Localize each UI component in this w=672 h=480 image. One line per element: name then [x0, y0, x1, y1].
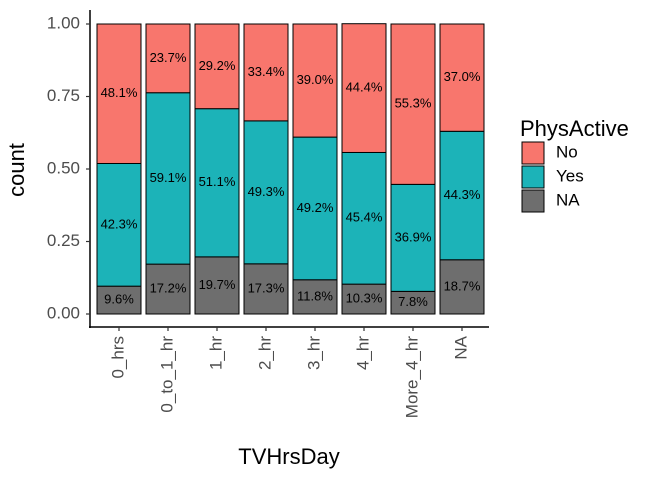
- x-tick-label: 4_hr: [353, 336, 372, 370]
- value-label: 7.8%: [398, 294, 428, 309]
- bar-segment: [194, 23, 240, 110]
- value-label: 45.4%: [346, 210, 383, 225]
- legend-title: PhysActive: [520, 116, 629, 141]
- x-tick-label: 3_hr: [304, 336, 323, 370]
- value-label: 44.3%: [444, 187, 481, 202]
- bar-segment: [243, 263, 289, 315]
- value-label: 42.3%: [101, 216, 138, 231]
- x-tick-label: 1_hr: [206, 336, 225, 370]
- bar-segment: [390, 183, 436, 292]
- bar-segment: [390, 23, 436, 185]
- legend-key: [521, 141, 545, 165]
- value-label: 10.3%: [346, 291, 383, 306]
- bar-segment: [145, 23, 191, 94]
- value-label: 17.2%: [150, 280, 187, 295]
- value-label: 23.7%: [150, 50, 187, 65]
- x-tick-label: 2_hr: [255, 336, 274, 370]
- value-label: 49.3%: [248, 184, 285, 199]
- value-label: 49.2%: [297, 200, 334, 215]
- value-label: 9.6%: [104, 292, 134, 307]
- legend-label: Yes: [556, 166, 584, 185]
- value-label: 48.1%: [101, 85, 138, 100]
- bar-segment: [292, 136, 338, 281]
- y-tick-label: 1.00: [47, 13, 80, 32]
- y-tick-label: 0.75: [47, 86, 80, 105]
- y-tick-label: 0.00: [47, 303, 80, 322]
- value-label: 29.2%: [199, 58, 236, 73]
- y-tick-label: 0.25: [47, 231, 80, 250]
- y-tick-label: 0.50: [47, 158, 80, 177]
- legend-key: [521, 165, 545, 189]
- bar-segment: [243, 120, 289, 265]
- bar-segment: [96, 23, 142, 164]
- x-tick-label: 0_to_1_hr: [157, 336, 176, 413]
- x-tick-label: NA: [451, 335, 470, 359]
- value-label: 18.7%: [444, 278, 481, 293]
- bar-segment: [439, 23, 485, 132]
- bar-segment: [96, 285, 142, 315]
- value-label: 33.4%: [248, 64, 285, 79]
- bar-segment: [194, 108, 240, 258]
- bar-segment: [243, 23, 289, 122]
- legend-label: NA: [556, 190, 580, 209]
- value-label: 44.4%: [346, 80, 383, 95]
- x-axis-title: TVHrsDay: [238, 444, 339, 469]
- value-label: 59.1%: [150, 170, 187, 185]
- value-label: 37.0%: [444, 69, 481, 84]
- value-label: 36.9%: [395, 229, 432, 244]
- bar-segment: [439, 259, 485, 315]
- bar-segment: [292, 279, 338, 315]
- bar-segment: [292, 23, 338, 138]
- bar-segment: [145, 263, 191, 315]
- x-tick-label: 0_hrs: [108, 336, 127, 379]
- legend-label: No: [556, 142, 578, 161]
- value-label: 51.1%: [199, 174, 236, 189]
- bar-segment: [145, 92, 191, 265]
- value-label: 17.3%: [248, 280, 285, 295]
- bar-segment: [439, 130, 485, 261]
- bar-segment: [194, 256, 240, 315]
- value-label: 11.8%: [297, 288, 333, 303]
- bar-segment: [341, 283, 387, 315]
- value-label: 19.7%: [199, 277, 236, 292]
- bar-segment: [96, 162, 142, 287]
- y-axis-title: count: [4, 143, 29, 197]
- value-label: 55.3%: [395, 96, 432, 111]
- bar-segment: [341, 23, 387, 153]
- x-tick-label: More_4_hr: [402, 336, 421, 419]
- legend-key: [521, 189, 545, 213]
- bar-segment: [341, 151, 387, 285]
- value-label: 39.0%: [297, 72, 334, 87]
